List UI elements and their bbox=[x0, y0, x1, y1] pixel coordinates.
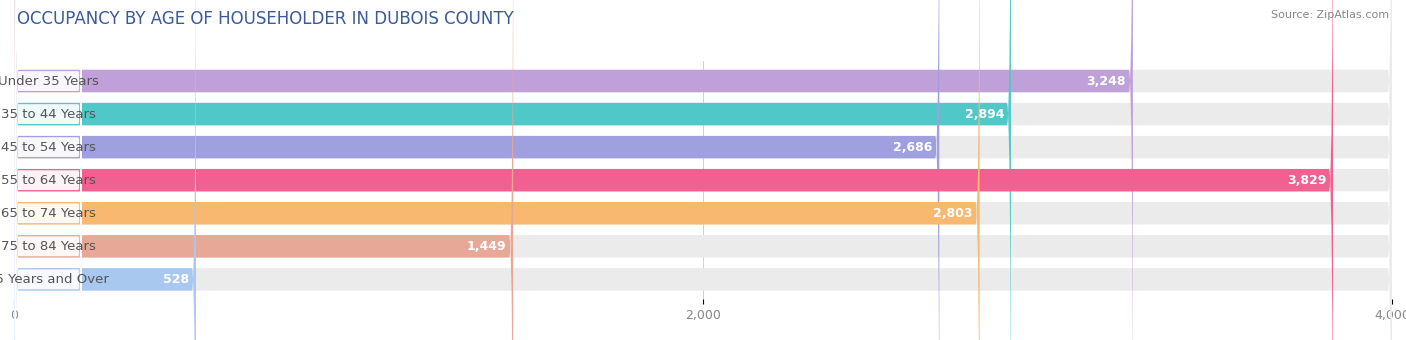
FancyBboxPatch shape bbox=[14, 0, 1392, 340]
Text: 85 Years and Over: 85 Years and Over bbox=[0, 273, 110, 286]
FancyBboxPatch shape bbox=[14, 0, 1392, 340]
FancyBboxPatch shape bbox=[14, 0, 1133, 340]
Text: 2,803: 2,803 bbox=[934, 207, 973, 220]
FancyBboxPatch shape bbox=[14, 0, 82, 340]
Text: Source: ZipAtlas.com: Source: ZipAtlas.com bbox=[1271, 10, 1389, 20]
Text: Under 35 Years: Under 35 Years bbox=[0, 74, 98, 87]
FancyBboxPatch shape bbox=[14, 0, 82, 340]
Text: 1,449: 1,449 bbox=[467, 240, 506, 253]
FancyBboxPatch shape bbox=[14, 0, 82, 340]
Text: 3,829: 3,829 bbox=[1286, 174, 1326, 187]
FancyBboxPatch shape bbox=[14, 0, 82, 340]
FancyBboxPatch shape bbox=[14, 0, 82, 340]
FancyBboxPatch shape bbox=[14, 0, 195, 340]
Text: 65 to 74 Years: 65 to 74 Years bbox=[1, 207, 96, 220]
Text: OCCUPANCY BY AGE OF HOUSEHOLDER IN DUBOIS COUNTY: OCCUPANCY BY AGE OF HOUSEHOLDER IN DUBOI… bbox=[17, 10, 513, 28]
Text: 55 to 64 Years: 55 to 64 Years bbox=[1, 174, 96, 187]
FancyBboxPatch shape bbox=[14, 0, 1333, 340]
Text: 75 to 84 Years: 75 to 84 Years bbox=[1, 240, 96, 253]
FancyBboxPatch shape bbox=[14, 0, 1011, 340]
Text: 2,894: 2,894 bbox=[965, 107, 1004, 121]
Text: 528: 528 bbox=[163, 273, 188, 286]
FancyBboxPatch shape bbox=[14, 0, 1392, 340]
Text: 2,686: 2,686 bbox=[893, 141, 932, 154]
FancyBboxPatch shape bbox=[14, 0, 82, 340]
FancyBboxPatch shape bbox=[14, 0, 82, 340]
FancyBboxPatch shape bbox=[14, 0, 1392, 340]
FancyBboxPatch shape bbox=[14, 0, 1392, 340]
Text: 3,248: 3,248 bbox=[1087, 74, 1126, 87]
Text: 45 to 54 Years: 45 to 54 Years bbox=[1, 141, 96, 154]
FancyBboxPatch shape bbox=[14, 0, 1392, 340]
FancyBboxPatch shape bbox=[14, 0, 939, 340]
FancyBboxPatch shape bbox=[14, 0, 513, 340]
Text: 35 to 44 Years: 35 to 44 Years bbox=[1, 107, 96, 121]
FancyBboxPatch shape bbox=[14, 0, 980, 340]
FancyBboxPatch shape bbox=[14, 0, 1392, 340]
